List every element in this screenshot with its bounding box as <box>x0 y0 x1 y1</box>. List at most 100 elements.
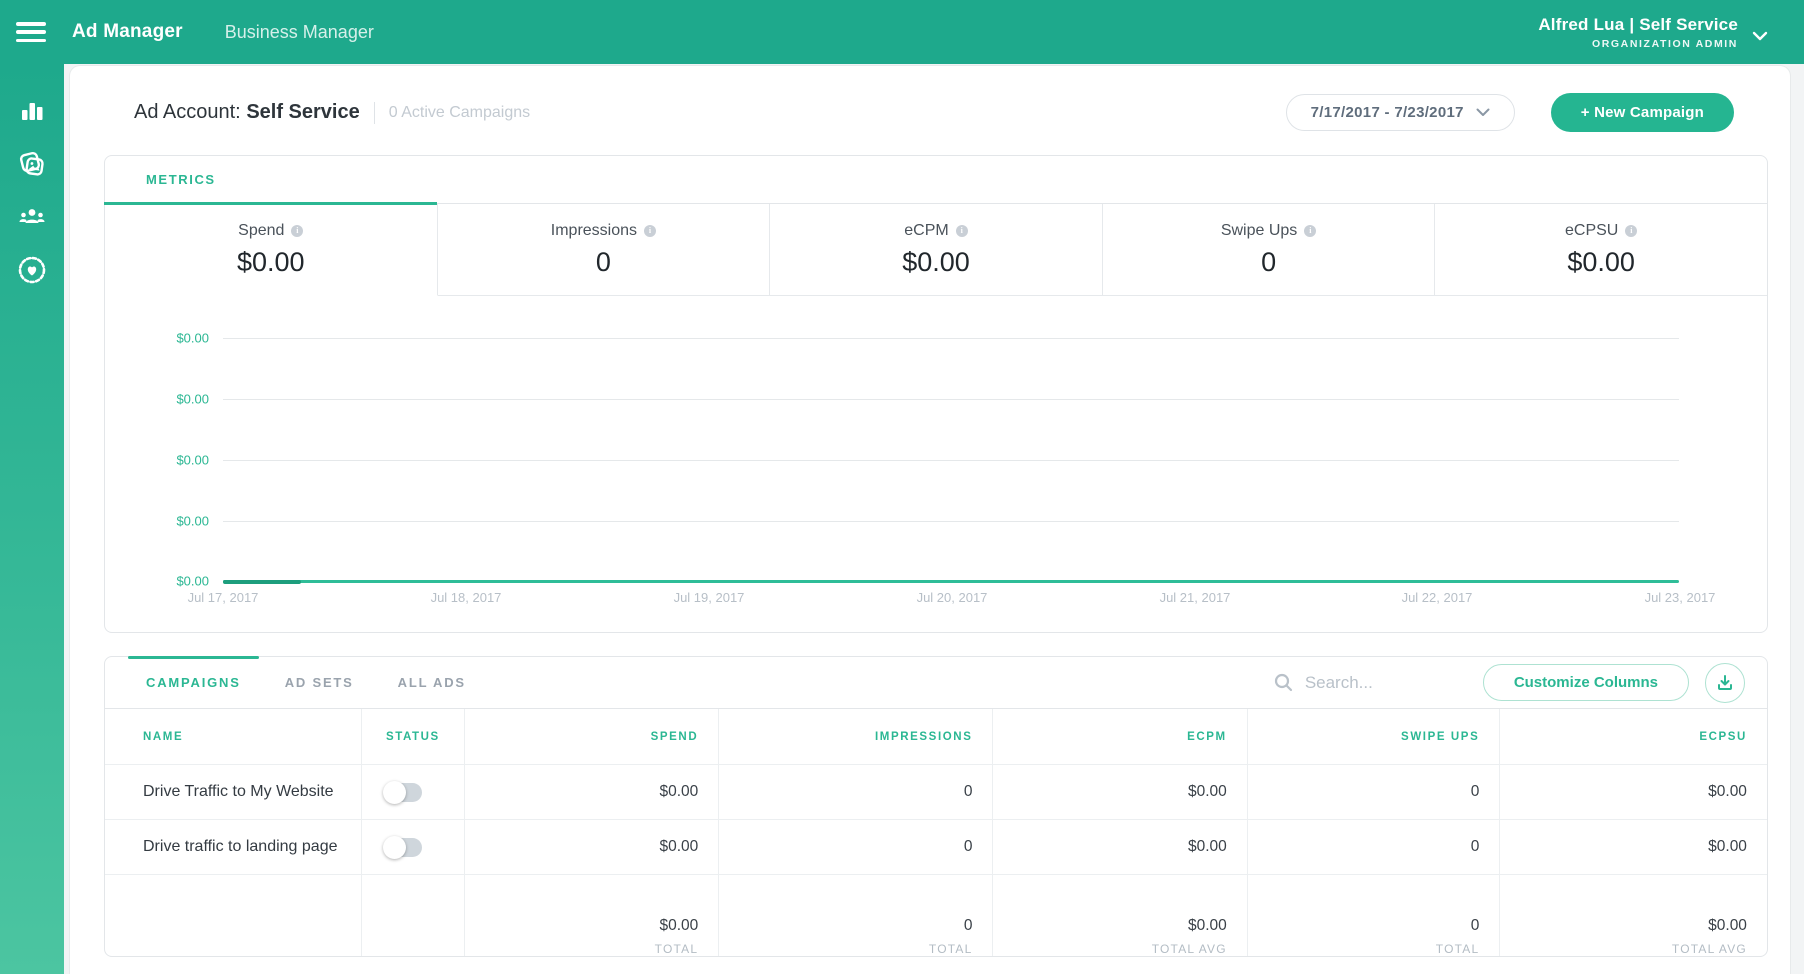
metric-cards-row: Spend i $0.00 Impressions i 0 eCPM i $0.… <box>104 202 1767 296</box>
totals-spend: $0.00 TOTAL <box>463 875 718 956</box>
metric-card-ecpsu[interactable]: eCPSU i $0.00 <box>1435 204 1767 296</box>
campaign-toggle[interactable] <box>382 780 422 804</box>
info-icon[interactable]: i <box>291 224 304 237</box>
y-axis-tick: $0.00 <box>176 391 209 407</box>
ecpsu-cell: $0.00 <box>1499 765 1767 820</box>
metrics-panel: METRICS Spend i $0.00 Impressions i 0 eC… <box>104 155 1768 633</box>
metric-card-impressions[interactable]: Impressions i 0 <box>437 204 771 296</box>
search-icon <box>1274 673 1292 692</box>
x-axis-tick: Jul 17, 2017 <box>187 590 259 605</box>
search-box <box>1274 672 1475 693</box>
impressions-cell: 0 <box>718 765 993 820</box>
y-axis-tick: $0.00 <box>176 573 209 589</box>
column-header-name[interactable]: NAME <box>105 709 361 765</box>
ecpsu-cell: $0.00 <box>1499 820 1767 875</box>
y-axis-tick: $0.00 <box>176 452 209 468</box>
download-button[interactable] <box>1705 662 1745 703</box>
metric-card-swipe-ups[interactable]: Swipe Ups i 0 <box>1102 204 1436 296</box>
swipe-ups-cell: 0 <box>1246 765 1500 820</box>
spend-cell: $0.00 <box>463 765 719 820</box>
gridline <box>223 460 1679 461</box>
user-menu[interactable]: Alfred Lua | Self Service ORGANIZATION A… <box>1538 15 1768 50</box>
metric-value: $0.00 <box>1567 246 1635 277</box>
spend-line-chart: $0.00 $0.00 $0.00 $0.00 $0.00 Jul 17, 20… <box>105 296 1767 632</box>
info-icon[interactable]: i <box>955 224 968 237</box>
main-content-card: Ad Account: Self Service 0 Active Campai… <box>70 66 1790 974</box>
ecpm-cell: $0.00 <box>992 765 1247 820</box>
campaign-status-cell <box>360 765 464 820</box>
title-divider <box>373 101 375 124</box>
tab-all-ads[interactable]: ALL ADS <box>397 675 466 690</box>
account-label: Ad Account: <box>134 101 241 123</box>
y-axis-tick: $0.00 <box>176 330 209 346</box>
top-bar: Ad Manager Business Manager Alfred Lua |… <box>0 0 1804 64</box>
campaign-status-cell <box>360 820 464 875</box>
campaigns-panel: CAMPAIGNS AD SETS ALL ADS Customize Colu… <box>104 656 1768 957</box>
metric-card-ecpm[interactable]: eCPM i $0.00 <box>770 204 1103 296</box>
x-axis-tick: Jul 20, 2017 <box>916 590 988 605</box>
column-header-impressions[interactable]: IMPRESSIONS <box>718 709 993 765</box>
date-range-value: 7/17/2017 - 7/23/2017 <box>1310 104 1464 121</box>
swipe-ups-cell: 0 <box>1246 820 1500 875</box>
y-axis-tick: $0.00 <box>176 513 209 529</box>
date-range-picker[interactable]: 7/17/2017 - 7/23/2017 <box>1285 94 1515 131</box>
info-icon[interactable]: i <box>1625 224 1638 237</box>
snapcode-heart-icon[interactable] <box>15 253 49 287</box>
metric-label: Impressions <box>550 221 638 239</box>
gridline <box>223 338 1679 339</box>
campaign-name-link[interactable]: Drive Traffic to My Website <box>105 765 361 820</box>
tab-metrics[interactable]: METRICS <box>146 172 216 187</box>
metric-label: eCPSU <box>1564 221 1619 239</box>
x-axis-tick: Jul 18, 2017 <box>430 590 502 605</box>
chevron-down-icon <box>1752 31 1768 41</box>
page-header: Ad Account: Self Service 0 Active Campai… <box>70 66 1790 155</box>
totals-ecpm: $0.00 TOTAL AVG <box>992 875 1246 956</box>
totals-swipe-ups: 0 TOTAL <box>1246 875 1500 956</box>
chevron-down-icon <box>1476 108 1490 116</box>
bar-chart-icon[interactable] <box>15 94 49 128</box>
metric-value: $0.00 <box>902 246 970 277</box>
app-title: Ad Manager <box>72 21 183 42</box>
info-icon[interactable]: i <box>1304 224 1317 237</box>
spend-cell: $0.00 <box>463 820 719 875</box>
metric-value: 0 <box>595 246 611 277</box>
x-axis-tick: Jul 22, 2017 <box>1401 590 1473 605</box>
nav-business-manager[interactable]: Business Manager <box>224 21 374 42</box>
spend-data-line <box>223 580 1679 584</box>
tab-ad-sets[interactable]: AD SETS <box>284 675 354 690</box>
people-audience-icon[interactable] <box>15 200 49 234</box>
tab-campaigns[interactable]: CAMPAIGNS <box>128 656 259 707</box>
totals-ecpsu: $0.00 TOTAL AVG <box>1499 875 1767 956</box>
info-icon[interactable]: i <box>644 224 657 237</box>
metric-value: $0.00 <box>237 246 305 277</box>
active-campaigns-count: 0 Active Campaigns <box>388 103 531 121</box>
metric-card-spend[interactable]: Spend i $0.00 <box>104 202 438 296</box>
ads-creative-icon[interactable] <box>15 147 49 181</box>
user-role: ORGANIZATION ADMIN <box>1591 37 1738 50</box>
impressions-cell: 0 <box>718 820 993 875</box>
search-input[interactable] <box>1304 672 1475 693</box>
campaign-toggle[interactable] <box>382 835 422 859</box>
campaign-name-link[interactable]: Drive traffic to landing page <box>105 820 361 875</box>
metric-label: eCPM <box>904 221 949 239</box>
account-name: Self Service <box>246 101 360 123</box>
campaigns-table: NAME STATUS SPEND IMPRESSIONS ECPM SWIPE… <box>105 709 1767 956</box>
totals-empty-cell <box>360 875 464 956</box>
new-campaign-button[interactable]: + New Campaign <box>1550 93 1734 132</box>
download-icon <box>1718 674 1732 690</box>
column-header-swipe-ups[interactable]: SWIPE UPS <box>1246 709 1500 765</box>
gridline <box>223 399 1679 400</box>
column-header-spend[interactable]: SPEND <box>463 709 719 765</box>
totals-impressions: 0 TOTAL <box>718 875 992 956</box>
hamburger-menu-icon[interactable] <box>16 22 46 42</box>
column-header-ecpm[interactable]: ECPM <box>992 709 1247 765</box>
user-name: Alfred Lua | Self Service <box>1538 14 1738 34</box>
customize-columns-button[interactable]: Customize Columns <box>1482 664 1689 701</box>
x-axis-tick: Jul 23, 2017 <box>1644 590 1716 605</box>
campaigns-tab-row: CAMPAIGNS AD SETS ALL ADS Customize Colu… <box>105 656 1767 709</box>
metric-label: Swipe Ups <box>1220 221 1298 239</box>
sidebar-nav <box>0 64 64 974</box>
metrics-tab-row: METRICS <box>105 156 1767 204</box>
column-header-status[interactable]: STATUS <box>360 709 464 765</box>
column-header-ecpsu[interactable]: ECPSU <box>1499 709 1767 765</box>
